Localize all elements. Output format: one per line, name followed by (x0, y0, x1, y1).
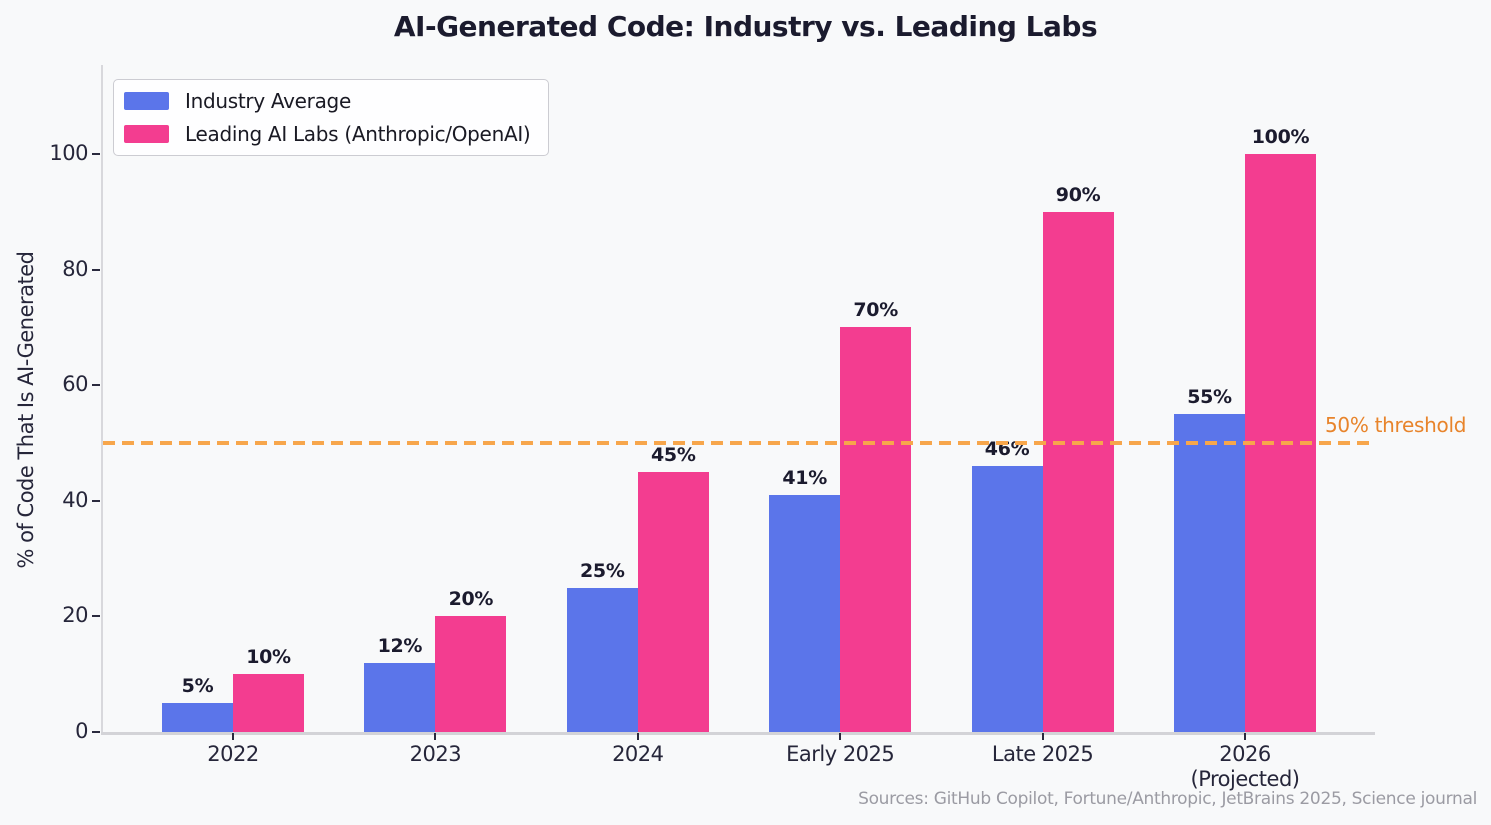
bar-industry-average-2023 (364, 662, 436, 732)
legend-swatch-leading-ai-labs (124, 125, 169, 143)
bar-leading-ai-labs-anthropic-openai-2022 (233, 674, 304, 732)
y-axis-spine (101, 65, 103, 732)
bar-value-label: 20% (448, 588, 494, 611)
y-tick-mark (92, 384, 100, 387)
bar-value-label: 45% (651, 443, 696, 466)
bar-leading-ai-labs-anthropic-openai-late-2025 (1042, 211, 1114, 732)
y-tick-mark (92, 153, 100, 155)
legend: Industry Average Leading AI Labs (Anthro… (113, 79, 550, 156)
chart-title: AI-Generated Code: Industry vs. Leading … (393, 10, 1098, 43)
bar-value-label: 100% (1251, 126, 1310, 149)
bar-industry-average-2022 (162, 703, 233, 732)
bar-industry-average-2026-projected (1174, 414, 1245, 732)
legend-label-industry-average: Industry Average (185, 89, 351, 113)
bar-value-label: 10% (246, 646, 291, 669)
y-tick-mark (92, 499, 100, 502)
bar-leading-ai-labs-anthropic-openai-2023 (435, 616, 507, 732)
plot-area: 0 20 40 60 80 100 5% 10% 2022 12% 20% 2023 25% 45% 202… (49, 65, 1375, 791)
source-note: Sources: GitHub Copilot, Fortune/Anthrop… (858, 789, 1477, 809)
x-tick-mark (839, 733, 842, 740)
y-tick-label: 60 (62, 372, 88, 397)
y-tick-label: 100 (49, 141, 88, 165)
bar-value-label: 12% (377, 634, 423, 657)
y-tick-mark (92, 268, 100, 271)
y-tick-label: 0 (75, 719, 88, 743)
bar-value-label: 90% (1055, 183, 1101, 206)
bar-value-label: 55% (1187, 386, 1232, 409)
y-tick-mark (92, 615, 100, 618)
legend-swatch-industry-average (124, 92, 169, 110)
x-axis-spine (101, 732, 1375, 735)
x-tick-label: 2022 (207, 742, 259, 766)
bar-value-label: 25% (580, 559, 625, 582)
y-tick-label: 80 (62, 256, 88, 281)
x-tick-label: 2026 (Projected) (1190, 742, 1301, 791)
legend-item-industry-average: Industry Average (124, 89, 530, 113)
legend-item-leading-ai-labs: Leading AI Labs (Anthropic/OpenAI) (124, 122, 531, 146)
x-tick-mark (636, 733, 639, 740)
bar-industry-average-early-2025 (769, 495, 841, 732)
bar-industry-average-2024 (566, 587, 638, 732)
bar-value-label: 41% (782, 467, 827, 490)
y-tick-label: 20 (62, 603, 88, 628)
threshold-line (103, 441, 1375, 445)
x-tick-label: Late 2025 (991, 742, 1094, 766)
x-tick-label: 2023 (409, 742, 462, 766)
x-tick-mark (434, 733, 437, 740)
x-tick-mark (232, 733, 234, 740)
bar-industry-average-late-2025 (971, 466, 1043, 732)
y-tick-mark (92, 731, 100, 733)
bar-leading-ai-labs-anthropic-openai-2024 (637, 471, 709, 732)
threshold-label: 50% threshold (1325, 413, 1467, 437)
x-tick-mark (1244, 733, 1246, 740)
bar-value-label: 5% (181, 675, 214, 698)
legend-label-leading-ai-labs: Leading AI Labs (Anthropic/OpenAI) (185, 122, 531, 146)
x-tick-label: Early 2025 (786, 742, 895, 766)
y-tick-label: 40 (62, 487, 88, 512)
x-tick-mark (1041, 733, 1044, 740)
x-tick-label: 2024 (612, 742, 664, 766)
bar-value-label: 70% (853, 299, 898, 322)
bar-leading-ai-labs-anthropic-openai-early-2025 (840, 327, 912, 732)
